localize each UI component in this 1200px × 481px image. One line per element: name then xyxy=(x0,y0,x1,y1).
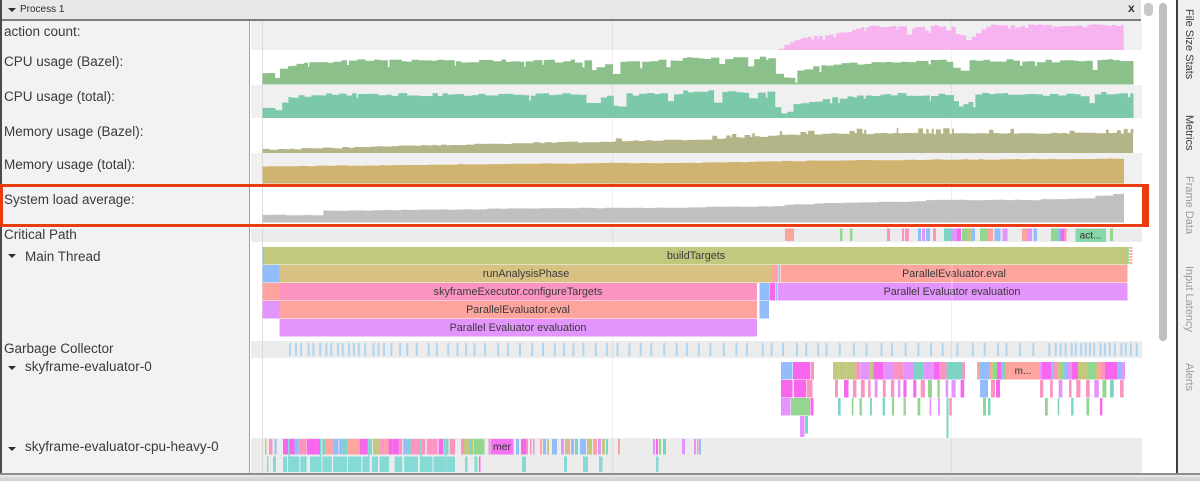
svg-text:ParallelEvaluator.eval: ParallelEvaluator.eval xyxy=(902,268,1006,280)
svg-text:Parallel Evaluator evaluation: Parallel Evaluator evaluation xyxy=(884,286,1021,298)
svg-text:ParallelEvaluator.eval: ParallelEvaluator.eval xyxy=(466,304,570,316)
svg-text:act...: act... xyxy=(1080,230,1102,241)
svg-text:Parallel Evaluator evaluation: Parallel Evaluator evaluation xyxy=(450,322,587,334)
svg-text:buildTargets: buildTargets xyxy=(667,250,726,262)
svg-text:m...: m... xyxy=(1015,366,1032,377)
svg-text:skyframeExecutor.configureTarg: skyframeExecutor.configureTargets xyxy=(434,286,603,298)
svg-text:runAnalysisPhase: runAnalysisPhase xyxy=(483,268,569,280)
svg-text:mer: mer xyxy=(493,441,512,453)
